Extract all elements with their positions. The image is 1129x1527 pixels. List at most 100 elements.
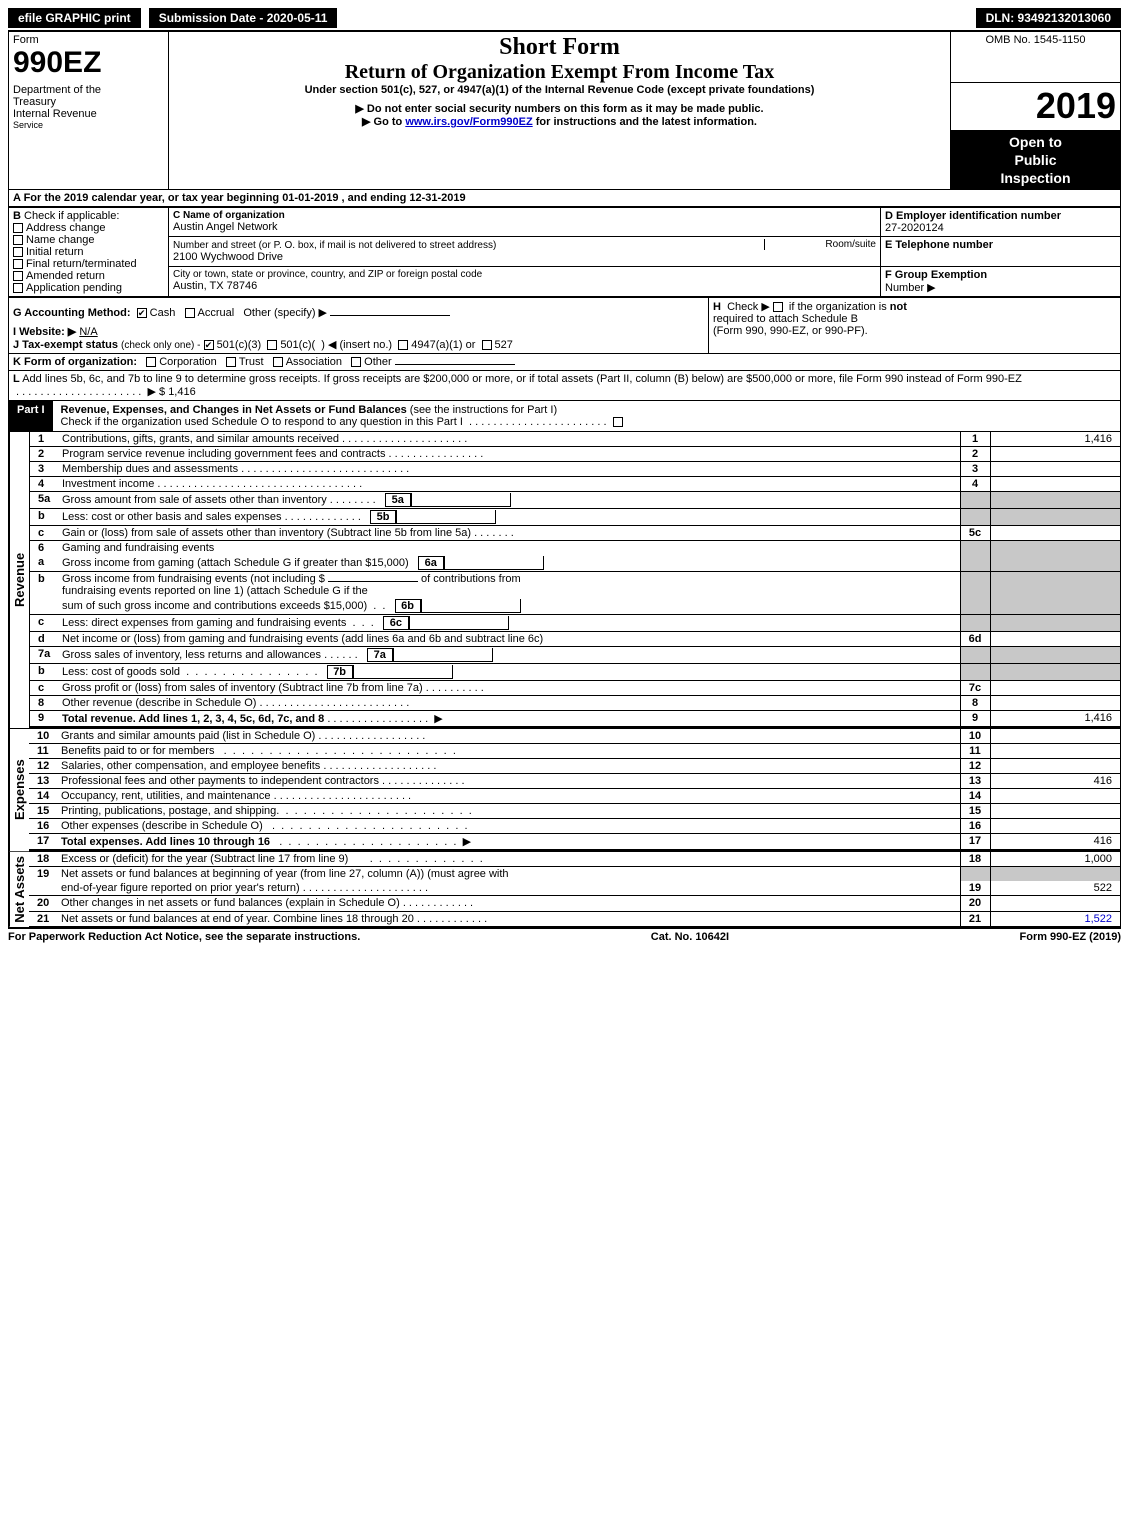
section-g-label: G Accounting Method: [13,307,131,319]
checkbox-501c3[interactable] [204,340,214,350]
line-6c-mamt[interactable] [409,616,509,630]
note-goto-post: for instructions and the latest informat… [536,116,757,128]
line-5c-desc: Gain or (loss) from sale of assets other… [62,527,471,539]
checkbox-initial-return[interactable] [13,247,23,257]
checkbox-527[interactable] [482,340,492,350]
efile-print-button[interactable]: efile GRAPHIC print [8,8,141,28]
irs-link[interactable]: www.irs.gov/Form990EZ [405,116,532,128]
line-5a-num: 5a [30,492,58,509]
street-value: 2100 Wychwood Drive [173,251,876,263]
revenue-table: 1 Contributions, gifts, grants, and simi… [30,432,1120,728]
checkbox-501c[interactable] [267,340,277,350]
footer-right: Form 990-EZ (2019) [1020,931,1121,943]
line-6d-amt [990,632,1120,647]
city-value: Austin, TX 78746 [173,280,876,292]
checkbox-4947[interactable] [398,340,408,350]
dept-line-3: Internal Revenue [13,108,164,120]
line-7a-num: 7a [30,647,58,664]
line-6b-mamt[interactable] [421,599,521,613]
line-2-num: 2 [30,447,58,462]
other-org-input[interactable] [395,364,515,365]
line-1-box: 1 [960,432,990,447]
vlabel-expenses: Expenses [9,729,29,851]
section-l-arrow: ▶ $ [147,386,165,398]
line-16-desc: Other expenses (describe in Schedule O) [61,820,263,832]
section-h-label: H [713,301,721,313]
inspect-1: Open to [955,133,1116,151]
opt-other-specify: Other (specify) ▶ [243,307,327,319]
part-1-title: Revenue, Expenses, and Changes in Net As… [61,404,407,416]
line-14-num: 14 [29,789,57,804]
line-8-box: 8 [960,696,990,711]
line-5b-mamt[interactable] [396,510,496,524]
line-6b-amt-shaded-1 [990,572,1120,599]
checkbox-assoc[interactable] [273,357,283,367]
checkbox-address-change[interactable] [13,223,23,233]
line-10-box: 10 [960,729,990,744]
line-6b-desc2: of contributions from [421,573,521,585]
opt-corp: Corporation [159,356,216,368]
line-21-box: 21 [960,911,990,926]
other-method-input[interactable] [330,315,450,316]
line-4-desc: Investment income [62,478,154,490]
line-5b-box-shaded [960,509,990,526]
section-l: L Add lines 5b, 6c, and 7b to line 9 to … [8,371,1121,401]
line-5b-mb: 5b [370,510,396,524]
line-6a-mamt[interactable] [444,556,544,570]
footer-mid: Cat. No. 10642I [651,931,729,943]
line-6a-desc: Gross income from gaming (attach Schedul… [62,557,409,569]
part-1-note: (see the instructions for Part I) [410,404,557,416]
opt-assoc: Association [286,356,342,368]
line-16-num: 16 [29,819,57,834]
checkbox-other-org[interactable] [351,357,361,367]
line-12-desc: Salaries, other compensation, and employ… [61,760,320,772]
line-1-amt: 1,416 [990,432,1120,447]
line-11-amt [990,744,1120,759]
form-header-table: Form 990EZ Short Form Return of Organiza… [8,30,1121,190]
line-20-box: 20 [960,896,990,911]
line-6b-desc3: fundraising events reported on line 1) (… [62,585,368,597]
line-4-num: 4 [30,477,58,492]
line-5a-box-shaded [960,492,990,509]
line-7b-mamt[interactable] [353,665,453,679]
title-return: Return of Organization Exempt From Incom… [173,61,946,84]
line-18-amt: 1,000 [990,852,1120,867]
netassets-table: 18 Excess or (deficit) for the year (Sub… [29,852,1120,927]
checkbox-name-change[interactable] [13,235,23,245]
opt-address: Address change [26,222,106,234]
line-7c-desc: Gross profit or (loss) from sales of inv… [62,682,423,694]
line-10-num: 10 [29,729,57,744]
note-goto-pre: ▶ Go to [362,116,405,128]
line-19-box: 19 [960,881,990,896]
checkbox-amended-return[interactable] [13,271,23,281]
identity-table: B Check if applicable: Address change Na… [8,207,1121,297]
checkbox-final-return[interactable] [13,259,23,269]
omb-number: OMB No. 1545-1150 [955,34,1116,46]
line-7a-mamt[interactable] [393,648,493,662]
line-14-desc: Occupancy, rent, utilities, and maintena… [61,790,271,802]
room-label: Room/suite [764,239,876,250]
line-6c-box-shaded [960,615,990,632]
checkbox-schedule-o-part1[interactable] [613,417,623,427]
line-5a-amt-shaded [990,492,1120,509]
checkbox-h[interactable] [773,302,783,312]
section-e-label: E Telephone number [885,239,993,251]
line-5b-num: b [30,509,58,526]
h-not: not [890,301,907,313]
line-17-desc: Total expenses. Add lines 10 through 16 [61,836,270,848]
line-5b-amt-shaded [990,509,1120,526]
line-6b-num-cont [30,598,58,615]
checkbox-application-pending[interactable] [13,283,23,293]
checkbox-trust[interactable] [226,357,236,367]
line-21-desc: Net assets or fund balances at end of ye… [61,913,414,925]
line-6-amt-shaded [990,541,1120,556]
checkbox-accrual[interactable] [185,308,195,318]
line-21-amt: 1,522 [990,911,1120,926]
line-6-num: 6 [30,541,58,556]
line-6b-amt-input[interactable] [328,581,418,582]
line-5a-mamt[interactable] [411,493,511,507]
opt-amended: Amended return [26,270,105,282]
line-14-amt [990,789,1120,804]
checkbox-corp[interactable] [146,357,156,367]
checkbox-cash[interactable] [137,308,147,318]
